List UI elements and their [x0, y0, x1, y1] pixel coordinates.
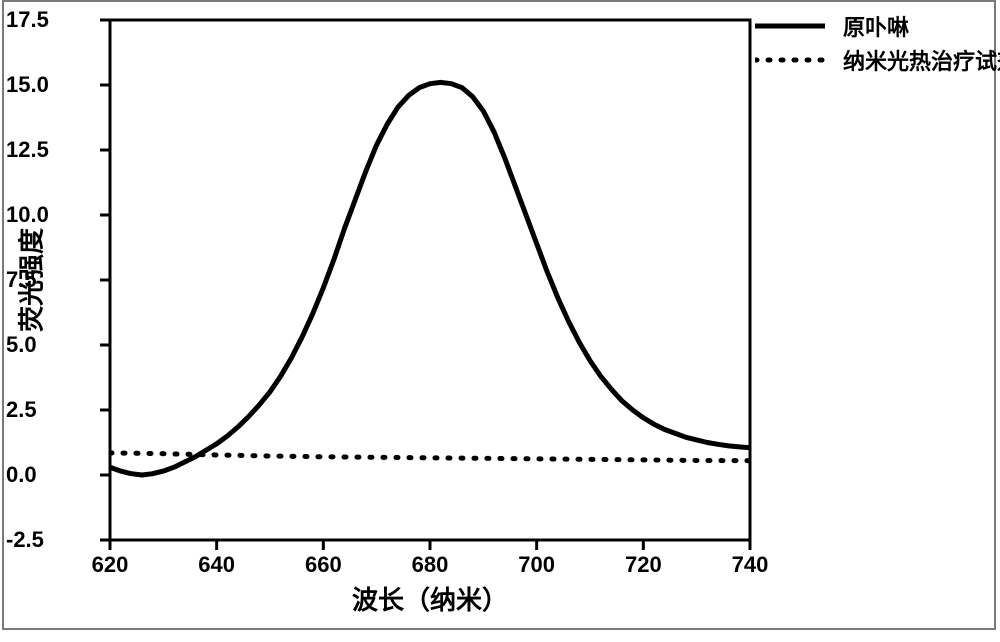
- y-tick-label: -2.5: [6, 527, 100, 553]
- legend-item-protoporphyrin: 原卟啉: [755, 12, 1000, 40]
- chart-container: 荧光强度 波长（纳米） -2.50.02.55.07.510.012.515.0…: [0, 0, 1000, 642]
- y-tick-label: 7.5: [6, 267, 100, 293]
- x-tick-label: 740: [732, 552, 769, 578]
- series-protoporphyrin: [110, 82, 750, 475]
- legend: 原卟啉纳米光热治疗试剂: [755, 12, 1000, 74]
- y-tick-label: 10.0: [6, 202, 100, 228]
- plot-svg: [0, 0, 1000, 642]
- legend-swatch: [755, 12, 825, 40]
- x-tick-label: 640: [198, 552, 235, 578]
- legend-swatch: [755, 46, 825, 74]
- y-tick-label: 15.0: [6, 72, 100, 98]
- y-tick-label: 0.0: [6, 462, 100, 488]
- y-tick-label: 12.5: [6, 137, 100, 163]
- legend-label: 原卟啉: [843, 10, 909, 42]
- y-tick-label: 5.0: [6, 332, 100, 358]
- series-nano-agent: [110, 453, 750, 461]
- y-tick-label: 2.5: [6, 397, 100, 423]
- legend-label: 纳米光热治疗试剂: [843, 44, 1000, 76]
- y-tick-labels: -2.5 0.0 2.5 5.0 7.5 10.0 12.5 15.0 17.5: [0, 0, 100, 642]
- x-tick-label: 720: [625, 552, 662, 578]
- x-tick-label: 660: [305, 552, 342, 578]
- legend-item-nano-agent: 纳米光热治疗试剂: [755, 46, 1000, 74]
- x-tick-label: 700: [518, 552, 555, 578]
- x-tick-label: 680: [412, 552, 449, 578]
- x-tick-label: 620: [92, 552, 129, 578]
- x-tick-labels: 620 640 660 680 700 720 740: [0, 552, 1000, 582]
- y-tick-label: 17.5: [6, 7, 100, 33]
